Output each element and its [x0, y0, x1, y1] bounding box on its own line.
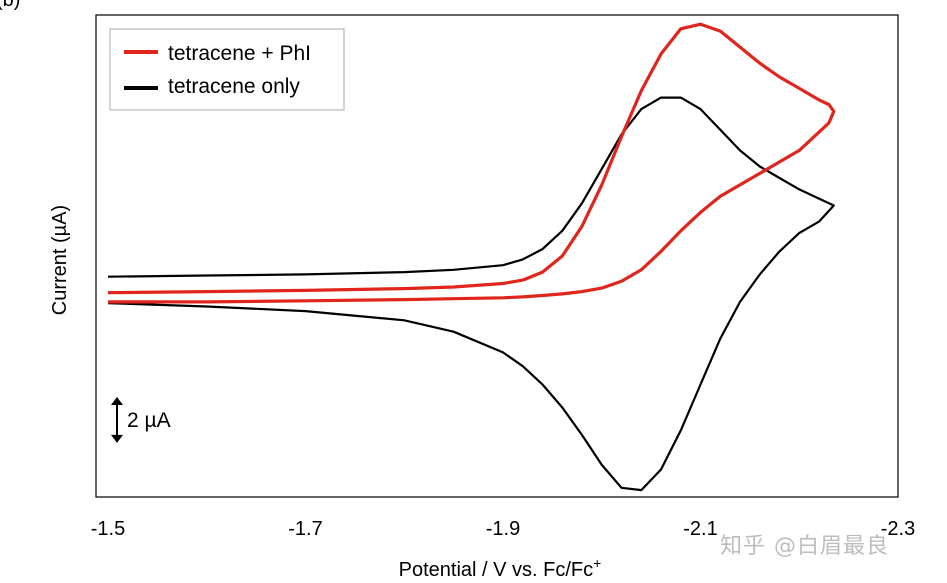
plot-frame — [95, 14, 899, 498]
x-tick-label: -1.5 — [91, 518, 125, 540]
x-tick-label: -2.3 — [881, 518, 915, 540]
series-layer — [107, 22, 836, 492]
y-axis-title: Current (µA) — [49, 205, 71, 315]
scale-bar-arrow-down-icon — [111, 434, 123, 443]
legend-label-tetracene-only: tetracene only — [168, 75, 300, 98]
legend-box — [109, 28, 345, 111]
legend-label-tetracene-phi: tetracene + PhI — [168, 42, 311, 65]
scale-bar-arrow-up-icon — [111, 397, 123, 405]
x-axis-title: Potential / V vs. Fc/Fc+ — [399, 555, 602, 581]
x-axis-title-text: Potential / V vs. Fc/Fc — [399, 559, 594, 581]
x-tick-label: -2.1 — [683, 518, 717, 540]
legend: tetracene + PhI tetracene only — [109, 28, 345, 111]
x-tick-label: -1.7 — [288, 518, 322, 540]
x-axis-title-superscript: + — [593, 555, 601, 571]
scale-bar: 2 µA — [111, 397, 171, 443]
series-line-tetracene-only — [107, 96, 835, 492]
watermark: 知乎 @白眉最良 — [720, 534, 889, 559]
scale-bar-label: 2 µA — [127, 409, 171, 432]
series-line-tetracene-phi — [107, 22, 836, 304]
panel-label: (b) — [0, 0, 20, 11]
x-tick-labels: -1.5 -1.7 -1.9 -2.1 -2.3 — [91, 518, 915, 540]
x-tick-label: -1.9 — [486, 518, 520, 540]
